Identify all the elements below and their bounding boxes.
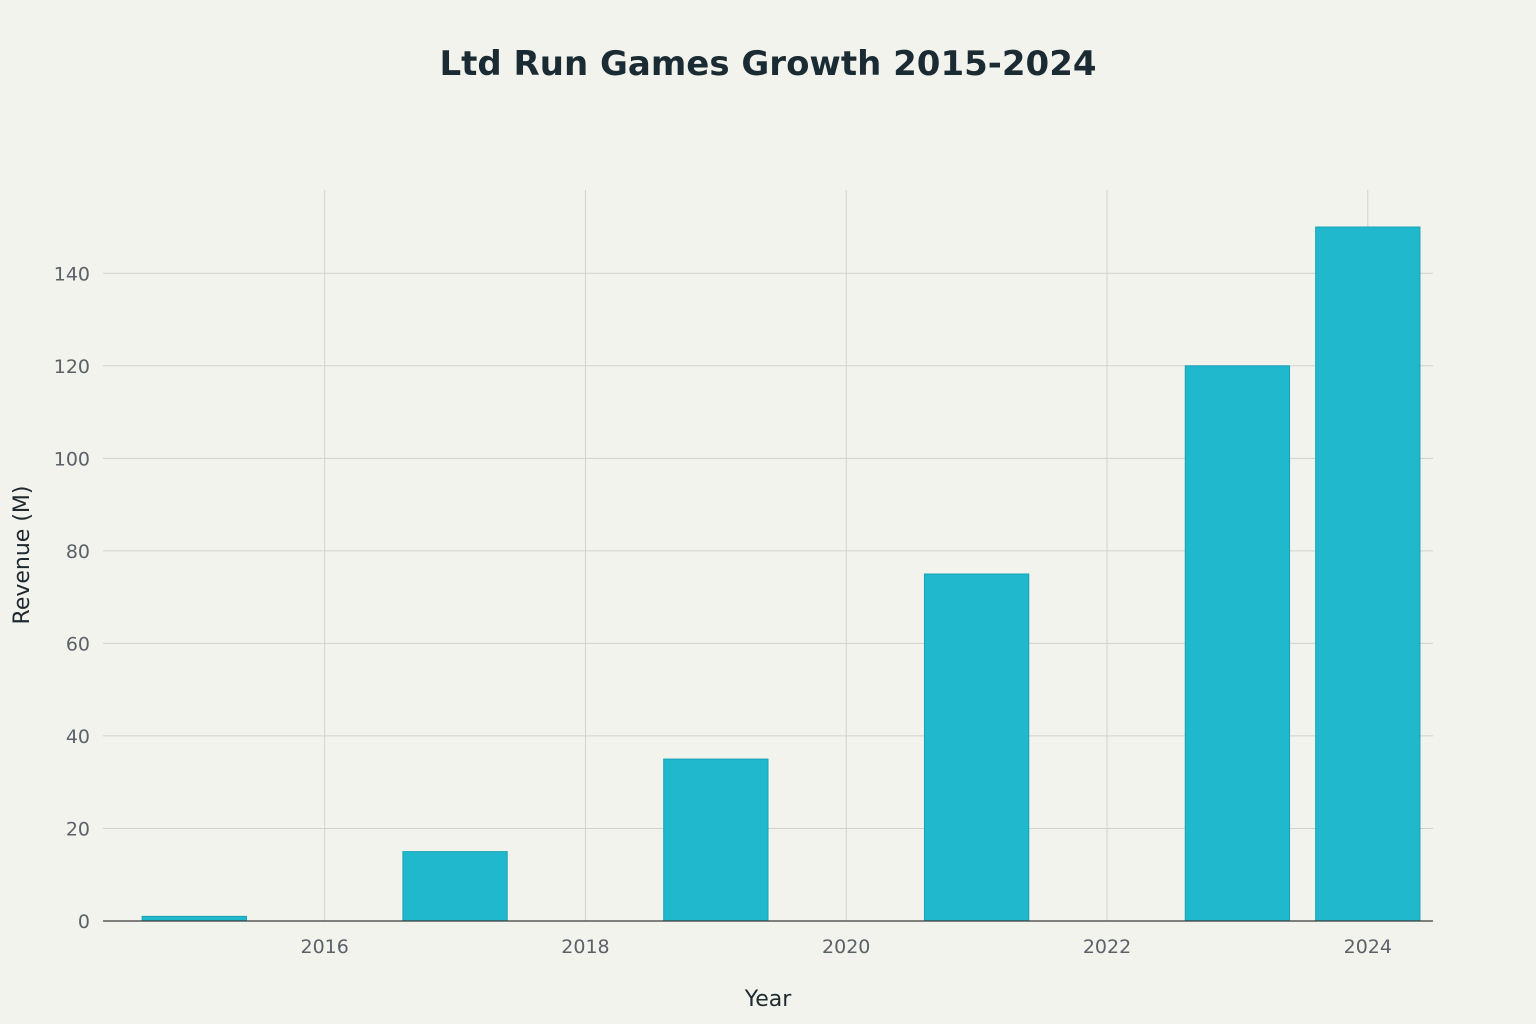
chart-title: Ltd Run Games Growth 2015-2024 [439,44,1096,84]
bars [141,226,1421,922]
y-tick-label-80: 80 [66,541,90,563]
y-tick-label-40: 40 [66,726,90,748]
bar-2021[interactable] [923,573,1030,922]
y-tick-label-0: 0 [78,911,90,933]
bar-2015[interactable] [141,915,247,922]
y-axis-title: Revenue (M) [10,486,35,625]
bar-2017[interactable] [402,851,508,922]
x-axis-title: Year [744,987,793,1012]
x-tick-label-2022: 2022 [1083,936,1131,958]
x-tick-label-2020: 2020 [822,936,870,958]
y-tick-label-120: 120 [54,356,90,378]
bar-2019[interactable] [663,758,769,922]
x-tick-label-2016: 2016 [300,936,348,958]
x-tick-label-2024: 2024 [1344,936,1392,958]
bar-2023[interactable] [1184,365,1291,922]
y-tick-label-100: 100 [54,448,90,470]
y-tick-label-20: 20 [66,818,90,840]
x-tick-labels: 2016 2018 2020 2022 2024 [300,936,1391,958]
x-tick-label-2018: 2018 [561,936,609,958]
bar-2024[interactable] [1315,226,1421,922]
y-tick-labels: 0 20 40 60 80 100 120 140 [54,263,90,933]
y-tick-label-60: 60 [66,633,90,655]
y-tick-label-140: 140 [54,263,90,285]
